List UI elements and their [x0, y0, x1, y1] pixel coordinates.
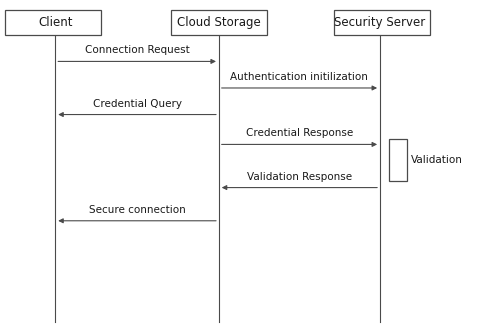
Text: Credential Response: Credential Response — [245, 128, 352, 138]
Bar — [5, 10, 101, 35]
Text: Secure connection: Secure connection — [88, 205, 185, 215]
Text: Security Server: Security Server — [334, 16, 425, 29]
Text: Credential Query: Credential Query — [92, 99, 181, 109]
Bar — [388, 139, 406, 181]
Text: Connection Request: Connection Request — [84, 45, 189, 55]
Text: Validation Response: Validation Response — [246, 172, 351, 182]
Text: Validation: Validation — [410, 155, 462, 165]
Text: Authentication initilization: Authentication initilization — [230, 72, 368, 82]
Text: Client: Client — [38, 16, 72, 29]
Text: Cloud Storage: Cloud Storage — [177, 16, 260, 29]
Bar — [170, 10, 266, 35]
Bar — [334, 10, 430, 35]
